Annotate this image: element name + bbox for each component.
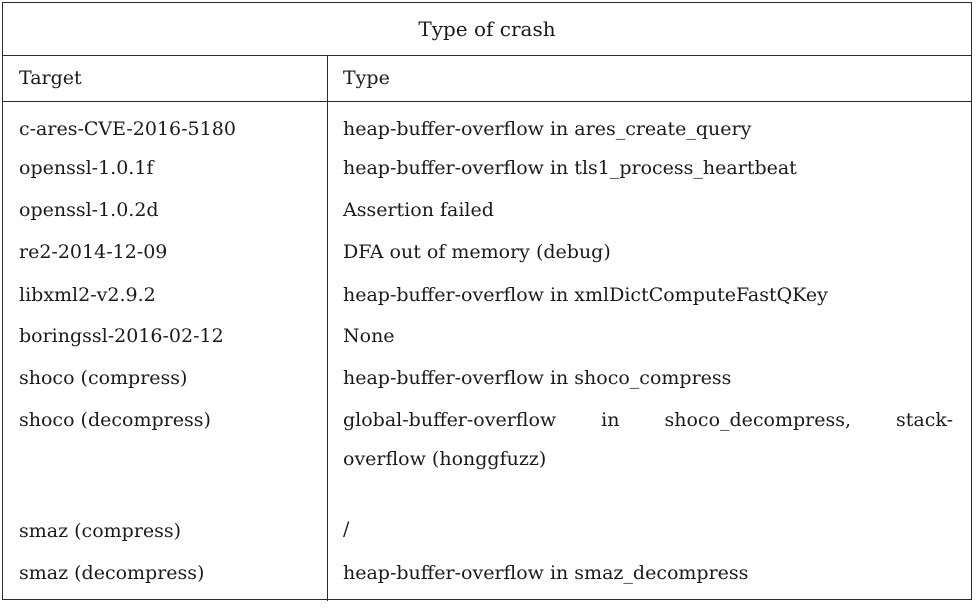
row-type-line2: overflow (honggfuzz) <box>343 448 547 470</box>
row-type: Assertion failed <box>343 199 494 221</box>
header-type: Type <box>343 67 390 89</box>
row-target: boringssl-2016-02-12 <box>19 325 224 347</box>
row-type: heap-buffer-overflow in shoco_compress <box>343 367 732 389</box>
row-type: None <box>343 325 395 347</box>
row-target: re2-2014-12-09 <box>19 241 168 263</box>
row-type: heap-buffer-overflow in ares_create_quer… <box>343 118 752 140</box>
row-target: openssl-1.0.1f <box>19 157 154 179</box>
row-type: DFA out of memory (debug) <box>343 241 611 263</box>
row-target: openssl-1.0.2d <box>19 199 159 221</box>
row-target: smaz (decompress) <box>19 562 205 584</box>
column-divider <box>327 55 328 601</box>
header-target: Target <box>19 67 82 89</box>
row-target: libxml2-v2.9.2 <box>19 284 156 306</box>
row-type: heap-buffer-overflow in tls1_process_hea… <box>343 157 797 179</box>
row-target: smaz (compress) <box>19 520 182 542</box>
row-type: heap-buffer-overflow in xmlDictComputeFa… <box>343 284 828 306</box>
row-type: global-buffer-overflow in shoco_decompre… <box>343 411 953 469</box>
row-target: c-ares-CVE-2016-5180 <box>19 118 236 140</box>
row-target: shoco (compress) <box>19 367 188 389</box>
row-type: heap-buffer-overflow in smaz_decompress <box>343 562 749 584</box>
row-type: / <box>343 518 350 540</box>
row-target: shoco (decompress) <box>19 409 211 431</box>
table-title: Type of crash <box>3 3 971 56</box>
table-header-row <box>3 55 971 102</box>
table-title-text: Type of crash <box>418 17 556 41</box>
crash-type-table: Type of crash Target Type c-ares-CVE-201… <box>2 2 972 601</box>
row-type-line1: global-buffer-overflow in shoco_decompre… <box>343 409 953 431</box>
